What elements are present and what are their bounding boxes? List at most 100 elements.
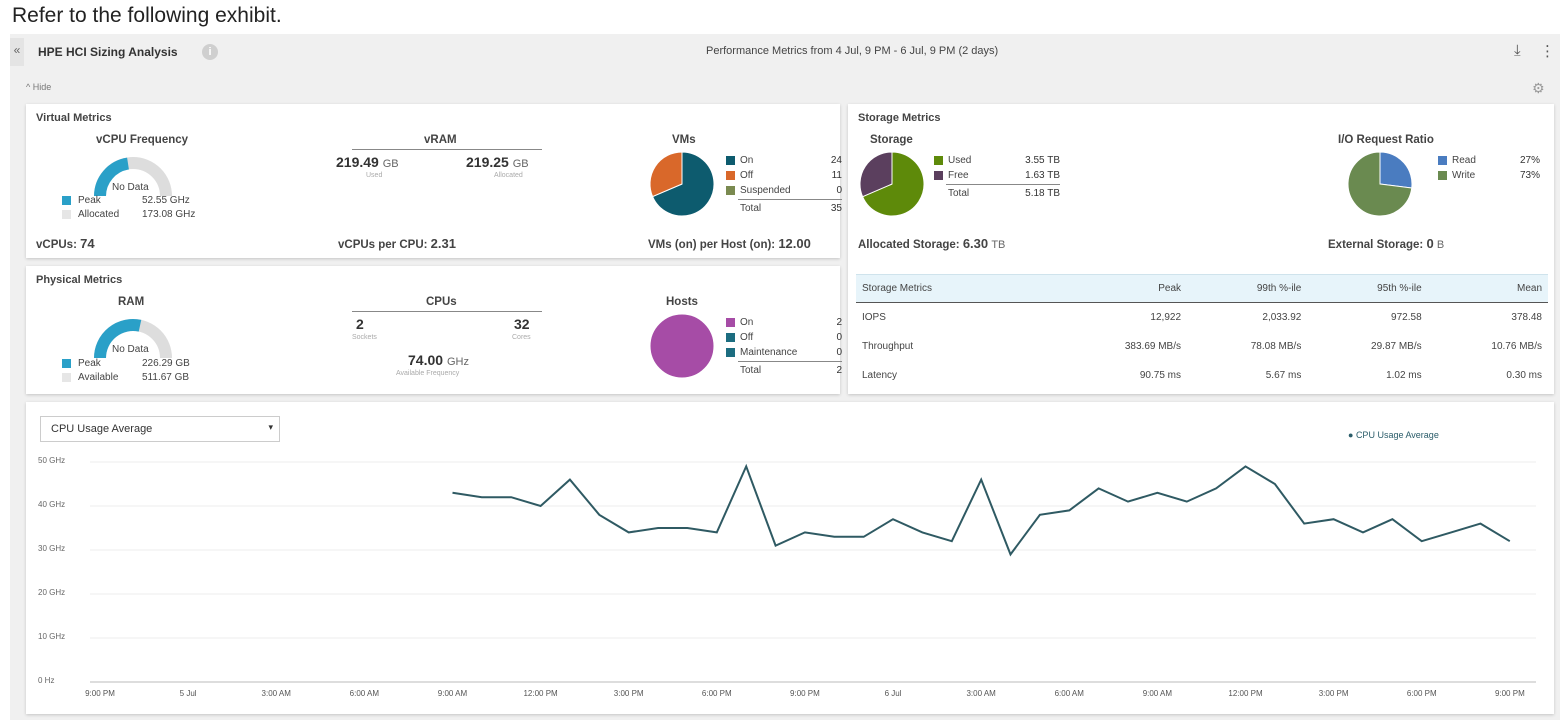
storage-metrics-panel: Storage Metrics Storage Used 3.55 TB Fre… bbox=[848, 104, 1554, 394]
cpu-cores-caption: Cores bbox=[512, 334, 531, 341]
more-icon[interactable]: ⋮ bbox=[1540, 43, 1555, 60]
column-header: Mean bbox=[1427, 274, 1548, 303]
allocated-storage: Allocated Storage: 6.30 TB bbox=[858, 236, 1006, 251]
table-cell: Latency bbox=[862, 369, 898, 381]
x-tick-label: 6:00 AM bbox=[349, 689, 380, 698]
vms-off-label: Off bbox=[740, 170, 754, 181]
storage-free-label: Free bbox=[948, 170, 969, 181]
vcpu-frequency-title: vCPU Frequency bbox=[96, 134, 189, 146]
table-cell: 5.67 ms bbox=[1265, 369, 1302, 381]
table-cell: 378.48 bbox=[1511, 311, 1542, 323]
storage-metrics-table: Storage Metrics Peak 99th %-ile 95th %-i… bbox=[856, 274, 1548, 390]
table-cell: 12,922 bbox=[1150, 311, 1182, 323]
hide-toggle[interactable]: ^ Hide bbox=[26, 82, 52, 92]
divider bbox=[352, 149, 542, 150]
x-tick-label: 6:00 PM bbox=[701, 689, 732, 698]
series-line[interactable] bbox=[452, 463, 1511, 557]
x-tick-label: 3:00 PM bbox=[613, 689, 644, 698]
exhibit-caption: Refer to the following exhibit. bbox=[12, 4, 282, 27]
vram-used: 219.49 GB bbox=[336, 154, 399, 170]
table-cell: 90.75 ms bbox=[1139, 369, 1182, 381]
vcpu-peak-label: Peak bbox=[78, 195, 101, 206]
divider bbox=[738, 361, 842, 362]
table-cell: 2,033.92 bbox=[1262, 311, 1302, 323]
table-cell: 383.69 MB/s bbox=[1124, 340, 1182, 352]
download-icon[interactable]: ⤓ bbox=[1514, 42, 1521, 59]
vms-off-swatch bbox=[726, 171, 735, 180]
vms-pie-slice[interactable] bbox=[649, 151, 683, 198]
cpu-frequency-caption: Available Frequency bbox=[396, 370, 460, 377]
table-row: Throughput 383.69 MB/s 78.08 MB/s 29.87 … bbox=[856, 332, 1548, 361]
top-bar: « HPE HCI Sizing Analysis i Performance … bbox=[10, 34, 1560, 82]
table-row: IOPS 12,922 2,033.92 972.58 378.48 bbox=[856, 303, 1548, 332]
cpu-frequency: 74.00 GHz bbox=[408, 352, 469, 368]
external-storage-value: 0 bbox=[1426, 236, 1434, 251]
table-row: Latency 90.75 ms 5.67 ms 1.02 ms 0.30 ms bbox=[856, 361, 1548, 390]
settings-icon[interactable]: ⚙ bbox=[1532, 80, 1545, 96]
vram-used-caption: Used bbox=[366, 172, 383, 179]
vms-total-value: 35 bbox=[830, 203, 842, 214]
hosts-pie-slice[interactable] bbox=[649, 313, 715, 379]
storage-used-label: Used bbox=[948, 155, 972, 166]
vms-pie-slice[interactable] bbox=[651, 151, 715, 217]
info-icon[interactable]: i bbox=[202, 44, 218, 60]
y-tick-label: 0 Hz bbox=[38, 676, 55, 685]
y-tick-label: 10 GHz bbox=[38, 632, 66, 641]
page-title: HPE HCI Sizing Analysis bbox=[38, 45, 178, 59]
ram-peak-value: 226.29 GB bbox=[142, 358, 190, 369]
table-cell: 1.02 ms bbox=[1386, 369, 1422, 381]
io-read-swatch bbox=[1438, 156, 1447, 165]
virtual-metrics-panel: Virtual Metrics vCPU Frequency No Data P… bbox=[26, 104, 842, 258]
vms-title: VMs bbox=[672, 134, 696, 146]
hosts-on-swatch bbox=[726, 318, 735, 327]
storage-pie-slice[interactable] bbox=[859, 151, 893, 198]
io-write-value: 73% bbox=[1519, 170, 1540, 181]
storage-total-label: Total bbox=[948, 188, 970, 199]
io-pie-slice[interactable] bbox=[1347, 151, 1413, 217]
vram-title: vRAM bbox=[424, 134, 457, 146]
io-write-label: Write bbox=[1452, 170, 1476, 181]
hosts-off-swatch bbox=[726, 333, 735, 342]
y-tick-label: 30 GHz bbox=[38, 544, 66, 553]
storage-pie-slice[interactable] bbox=[861, 151, 925, 217]
column-header: Storage Metrics bbox=[856, 274, 1056, 303]
ram-gauge bbox=[94, 319, 172, 359]
performance-range: Performance Metrics from 4 Jul, 9 PM - 6… bbox=[706, 45, 999, 57]
io-pie-slice[interactable] bbox=[1379, 151, 1413, 189]
hosts-off-label: Off bbox=[740, 332, 754, 343]
vcpus-value: 74 bbox=[80, 236, 95, 251]
table-header: Storage Metrics Peak 99th %-ile 95th %-i… bbox=[856, 274, 1548, 303]
x-tick-label: 6 Jul bbox=[884, 689, 902, 698]
collapse-sidebar-button[interactable]: « bbox=[10, 38, 24, 66]
storage-free-swatch bbox=[934, 171, 943, 180]
hosts-on-label: On bbox=[740, 317, 754, 328]
external-storage: External Storage: 0 B bbox=[1328, 236, 1445, 251]
x-tick-label: 3:00 AM bbox=[261, 689, 291, 698]
physical-metrics-panel: Physical Metrics RAM No Data Peak 226.29… bbox=[26, 266, 842, 394]
io-read-value: 27% bbox=[1519, 155, 1540, 166]
storage-pie-chart bbox=[859, 151, 925, 217]
x-tick-label: 3:00 PM bbox=[1318, 689, 1349, 698]
hosts-pie-chart bbox=[649, 313, 715, 379]
x-tick-label: 9:00 PM bbox=[85, 689, 115, 698]
storage-title: Storage bbox=[870, 134, 913, 146]
cpu-cores: 32 bbox=[514, 316, 530, 332]
panel-title: Storage Metrics bbox=[858, 112, 941, 124]
cpu-chart-panel bbox=[26, 402, 1554, 714]
dashboard-frame: « HPE HCI Sizing Analysis i Performance … bbox=[10, 34, 1560, 720]
hosts-maintenance-swatch bbox=[726, 348, 735, 357]
y-tick-label: 50 GHz bbox=[38, 456, 66, 465]
table-cell: 78.08 MB/s bbox=[1250, 340, 1302, 352]
x-tick-label: 5 Jul bbox=[179, 689, 197, 698]
hosts-maintenance-value: 0 bbox=[836, 347, 842, 358]
io-write-swatch bbox=[1438, 171, 1447, 180]
hosts-off-value: 0 bbox=[836, 332, 842, 343]
x-tick-label: 3:00 AM bbox=[966, 689, 996, 698]
vms-suspended-label: Suspended bbox=[740, 185, 791, 196]
vram-allocated: 219.25 GB bbox=[466, 154, 529, 170]
metric-select[interactable]: CPU Usage Average ▾ bbox=[40, 416, 280, 442]
cpu-sockets: 2 bbox=[356, 316, 364, 332]
ram-available-label: Available bbox=[78, 372, 119, 383]
hosts-title: Hosts bbox=[666, 296, 698, 308]
chart-legend[interactable]: ● CPU Usage Average bbox=[1348, 430, 1439, 440]
